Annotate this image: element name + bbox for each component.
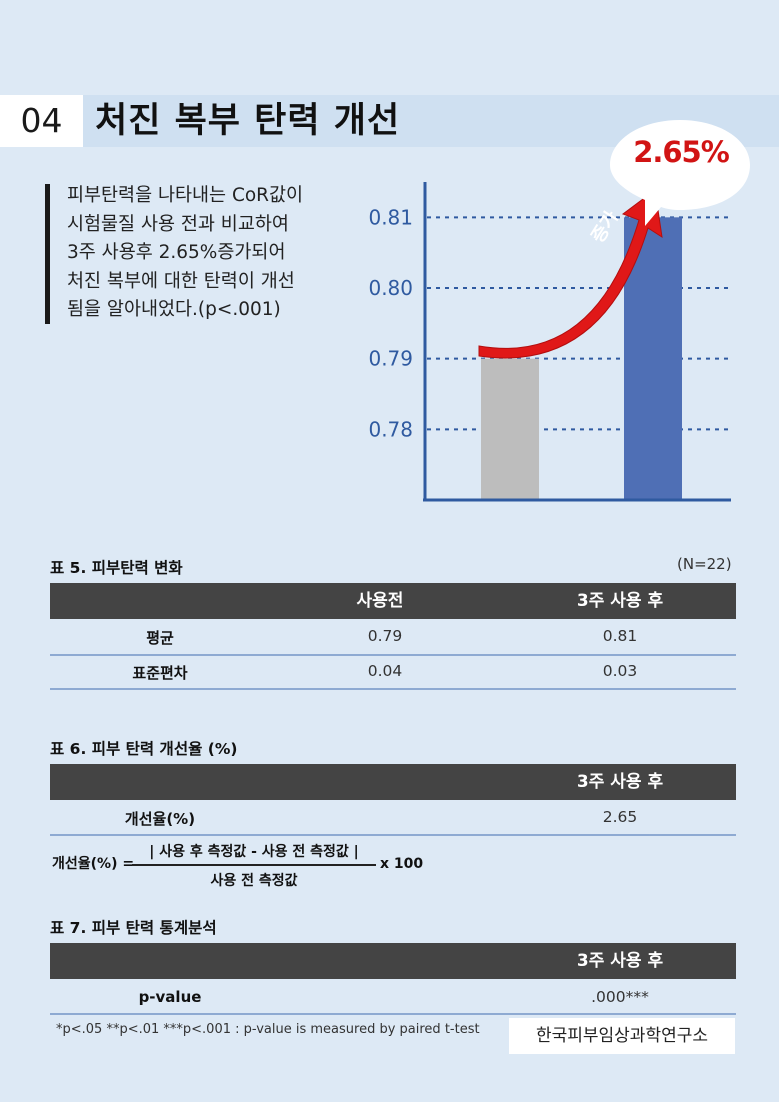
description-line: 됨을 알아내었다.(p<.001): [67, 299, 281, 320]
table5-cell: 0.79: [367, 627, 403, 645]
footnote: *p<.05 **p<.01 ***p<.001 : p-value is me…: [56, 1022, 480, 1037]
description-line: 시험물질 사용 전과 비교하여: [67, 213, 289, 235]
table5-row-label: 평균: [146, 629, 174, 647]
section-number: 04: [0, 95, 83, 147]
y-tick-label: 0.81: [368, 205, 413, 229]
page-title: 처진 복부 탄력 개선: [95, 101, 401, 141]
row-divider: [50, 654, 736, 656]
table5-row-label: 표준편차: [132, 664, 188, 682]
increase-arrow: [478, 189, 663, 359]
y-tick-label: 0.79: [368, 347, 413, 371]
callout-value: 2.65%: [633, 135, 730, 169]
table5-cell: 0.04: [367, 662, 403, 680]
y-tick-label: 0.80: [368, 276, 413, 300]
table7-row-label: p-value: [138, 988, 202, 1006]
y-tick-label: 0.78: [368, 417, 413, 441]
table6-header-after: 3주 사용 후: [576, 772, 664, 792]
formula-denominator: 사용 전 측정값: [210, 873, 298, 889]
table5-header: 사용전 3주 사용 후: [50, 583, 736, 619]
source-label: 한국피부임상과학연구소: [509, 1018, 735, 1054]
formula-label: 개선율(%) =: [52, 856, 135, 872]
table6-row-label: 개선율(%): [124, 810, 196, 828]
row-divider: [50, 688, 736, 690]
table5-cell: 0.81: [602, 627, 638, 645]
table5-n: (N=22): [677, 555, 732, 573]
table7-body: p-value .000***: [50, 979, 736, 1015]
row-divider: [50, 1013, 736, 1015]
bar-before: [481, 358, 539, 500]
formula-numerator: | 사용 후 측정값 - 사용 전 측정값 |: [149, 844, 359, 860]
bar-chart: 0.81 0.80 0.79 0.78 증가 2.65%: [368, 120, 750, 502]
table7-caption: 표 7. 피부 탄력 통계분석: [50, 919, 217, 937]
row-divider: [50, 834, 736, 836]
table5-caption: 표 5. 피부탄력 변화: [50, 559, 183, 577]
table6-caption: 표 6. 피부 탄력 개선율 (%): [50, 740, 238, 758]
formula-divider: [132, 864, 376, 866]
table6-header: 3주 사용 후: [50, 764, 736, 800]
table6-body: 개선율(%) 2.65: [50, 800, 736, 836]
table5-header-after: 3주 사용 후: [576, 591, 664, 611]
description-line: 3주 사용후 2.65%증가되어: [67, 242, 286, 263]
y-tick-labels: 0.81 0.80 0.79 0.78: [368, 205, 413, 441]
description-bar: [45, 184, 50, 324]
table5-body: 평균 0.79 0.81 표준편차 0.04 0.03: [50, 619, 736, 690]
table7-cell: .000***: [591, 988, 649, 1006]
table6-cell: 2.65: [602, 808, 638, 826]
table7-header: 3주 사용 후: [50, 943, 736, 979]
bars: [481, 217, 682, 500]
table7-header-after: 3주 사용 후: [576, 951, 664, 971]
table5-header-before: 사용전: [356, 591, 404, 611]
formula-multiplier: x 100: [380, 856, 424, 872]
arrow-label: 증가: [587, 207, 623, 247]
description: 피부탄력을 나타내는 CoR값이 시험물질 사용 전과 비교하여 3주 사용후 …: [67, 182, 347, 325]
description-line: 처진 복부에 대한 탄력이 개선: [67, 270, 295, 292]
table5-cell: 0.03: [602, 662, 638, 680]
description-line: 피부탄력을 나타내는 CoR값이: [67, 185, 304, 206]
callout-bubble: [610, 120, 750, 226]
